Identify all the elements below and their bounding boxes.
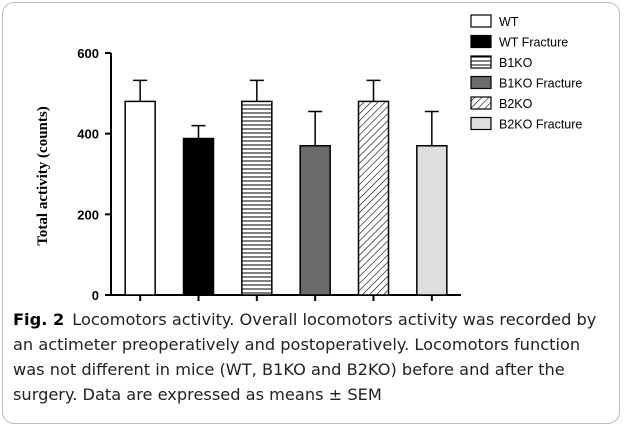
figure-label: Fig. 2 <box>13 310 65 329</box>
bar-wt <box>124 100 156 296</box>
legend-swatch <box>470 34 492 49</box>
legend-label: B2KO Fracture <box>499 118 582 132</box>
bar-b2ko <box>357 100 390 296</box>
figure-frame: 0 200 400 600 Total activity (counts) WT WT F… <box>2 2 620 424</box>
bar-b1ko <box>241 100 273 296</box>
legend-label: B2KO <box>499 97 533 111</box>
legend-swatch <box>470 116 492 131</box>
legend: WT WT Fracture B1KO B1KO Fracture B2KO B2KO F… <box>470 14 582 132</box>
y-tick-label: 0 <box>92 288 99 303</box>
legend-swatch <box>470 75 492 90</box>
legend-swatch <box>470 14 492 28</box>
caption-text: Locomotors activity. Overall locomotors … <box>13 310 597 404</box>
legend-label: B1KO Fracture <box>499 77 582 91</box>
bar-wt-fracture <box>182 137 215 296</box>
plot-area: 0 200 400 600 Total activity (counts) <box>35 46 461 303</box>
bar-b1ko-fracture <box>299 145 331 296</box>
legend-swatch <box>470 96 492 110</box>
y-axis-label: Total activity (counts) <box>35 106 51 245</box>
bar-chart: 0 200 400 600 Total activity (counts) WT WT F… <box>35 14 582 303</box>
legend-label: B1KO <box>499 56 533 70</box>
bar-b2ko-fracture <box>416 145 448 296</box>
figure-caption: Fig. 2 Locomotors activity. Overall locom… <box>13 307 613 407</box>
y-tick-label: 400 <box>77 127 99 142</box>
legend-swatch <box>470 55 492 69</box>
legend-label: WT <box>499 15 519 29</box>
y-tick-label: 600 <box>77 46 99 61</box>
y-tick-label: 200 <box>77 207 99 222</box>
legend-label: WT Fracture <box>499 36 568 50</box>
